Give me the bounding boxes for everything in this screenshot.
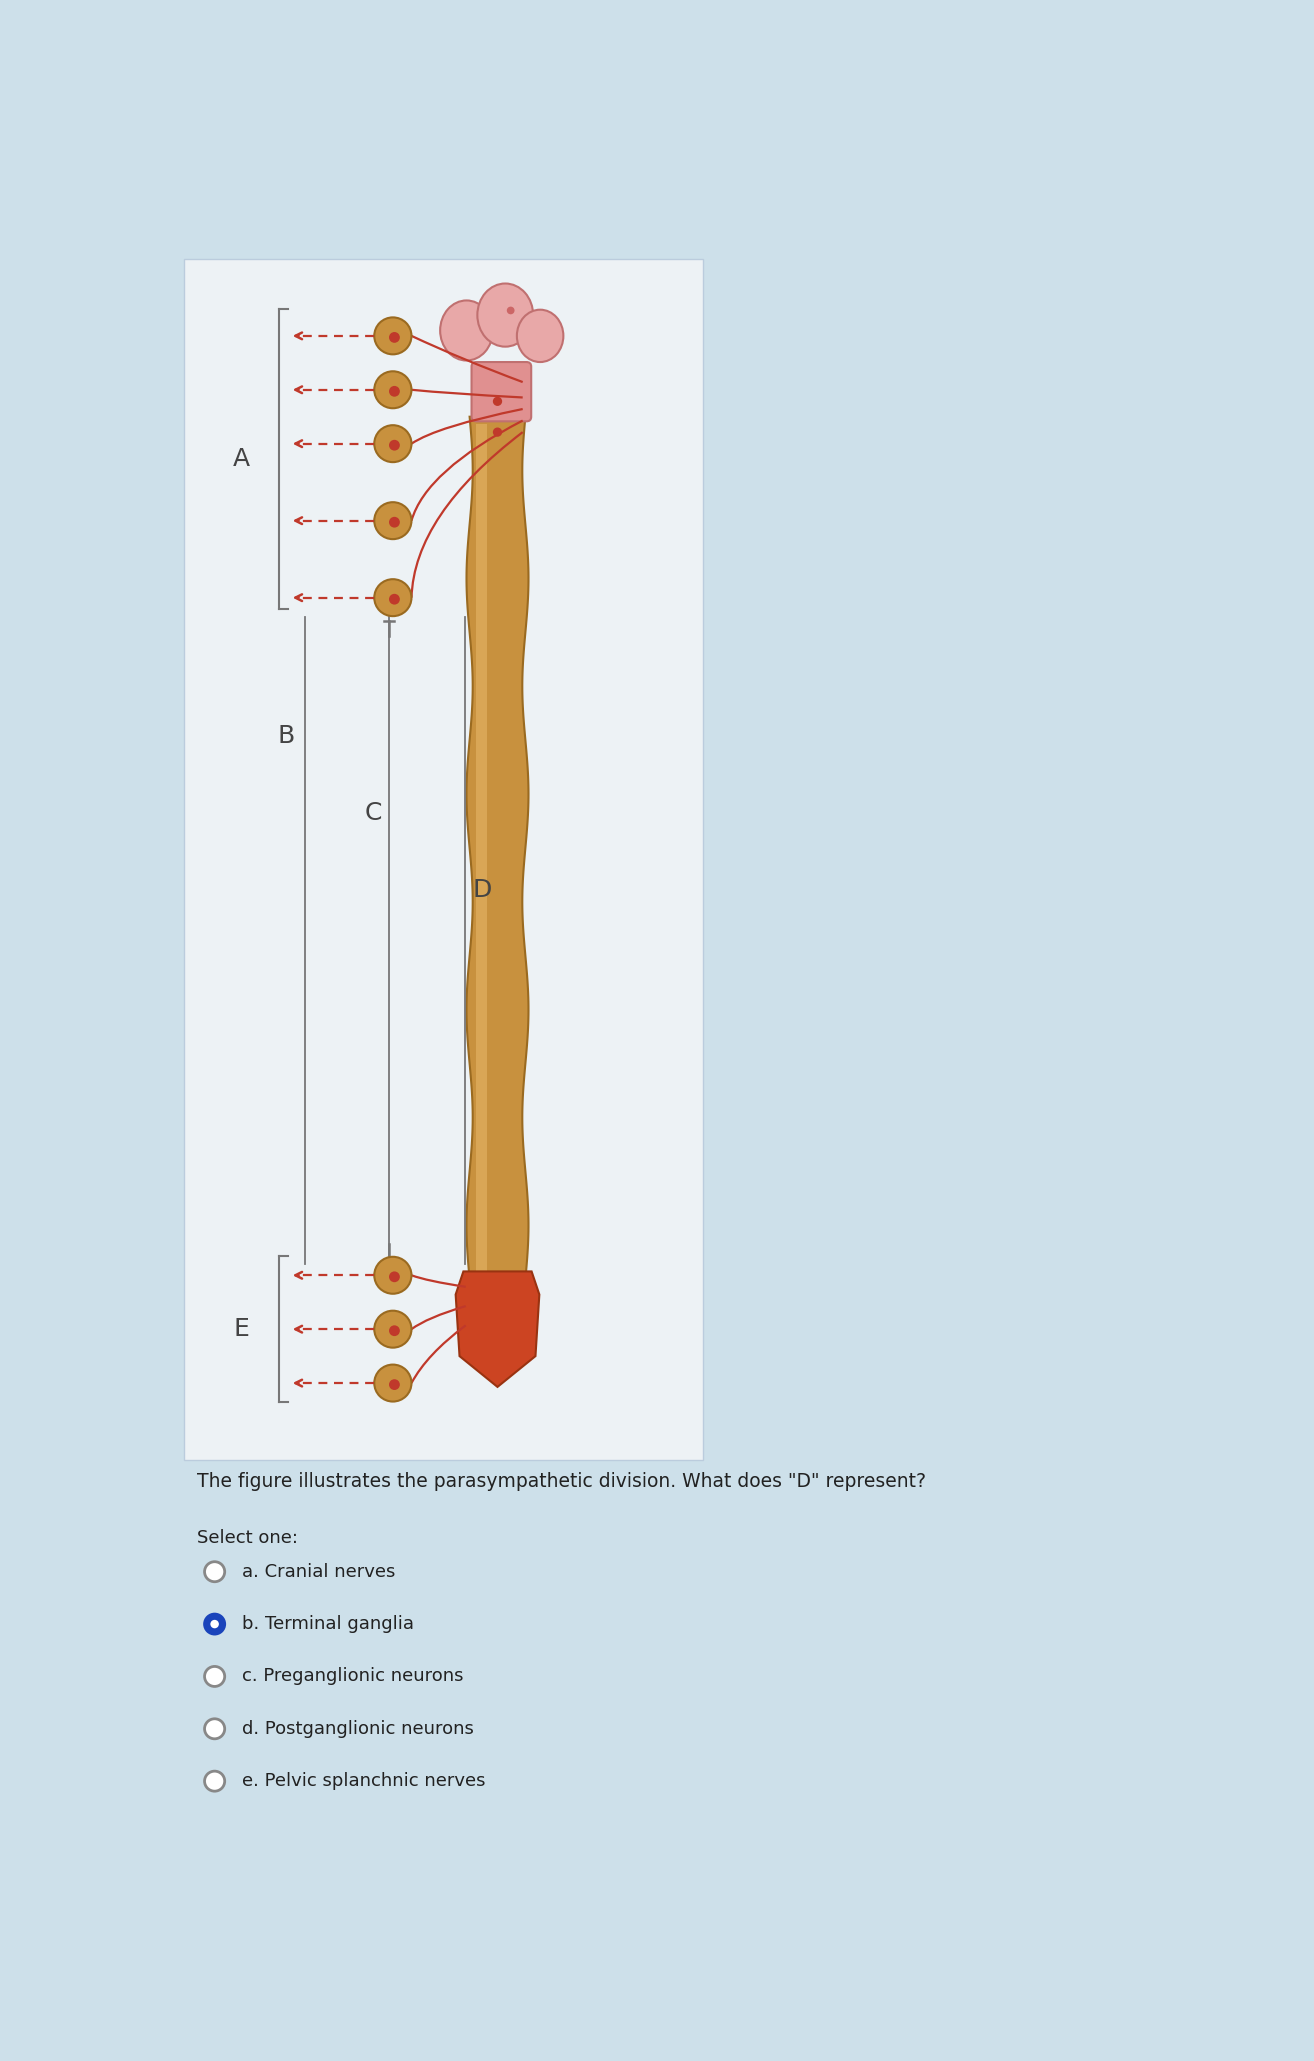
Circle shape — [389, 1379, 399, 1389]
Text: The figure illustrates the parasympathetic division. What does "D" represent?: The figure illustrates the parasympathet… — [197, 1472, 926, 1490]
Circle shape — [493, 396, 502, 406]
Text: b. Terminal ganglia: b. Terminal ganglia — [242, 1616, 414, 1632]
Circle shape — [374, 579, 411, 616]
Circle shape — [374, 1364, 411, 1401]
Text: B: B — [277, 723, 294, 748]
Circle shape — [205, 1770, 225, 1791]
Ellipse shape — [516, 309, 564, 363]
Text: c. Preganglionic neurons: c. Preganglionic neurons — [242, 1667, 464, 1686]
Circle shape — [374, 317, 411, 354]
Text: C: C — [365, 802, 382, 824]
Polygon shape — [476, 425, 486, 1272]
Circle shape — [389, 332, 399, 342]
FancyBboxPatch shape — [184, 260, 703, 1459]
Circle shape — [507, 307, 515, 315]
Circle shape — [374, 425, 411, 462]
Text: D: D — [472, 878, 491, 903]
Circle shape — [210, 1620, 219, 1628]
Circle shape — [389, 439, 399, 451]
Circle shape — [389, 594, 399, 604]
Text: A: A — [233, 447, 250, 472]
Circle shape — [389, 1272, 399, 1282]
Text: e. Pelvic splanchnic nerves: e. Pelvic splanchnic nerves — [242, 1772, 485, 1791]
Polygon shape — [456, 1272, 539, 1387]
Polygon shape — [466, 416, 528, 1280]
Text: d. Postganglionic neurons: d. Postganglionic neurons — [242, 1719, 473, 1737]
Circle shape — [389, 385, 399, 396]
Circle shape — [374, 503, 411, 540]
Ellipse shape — [440, 301, 493, 361]
Circle shape — [389, 517, 399, 528]
Circle shape — [374, 371, 411, 408]
Circle shape — [205, 1719, 225, 1739]
Ellipse shape — [477, 284, 533, 346]
Text: E: E — [234, 1317, 250, 1342]
Circle shape — [205, 1614, 225, 1634]
Circle shape — [374, 1311, 411, 1348]
Circle shape — [205, 1667, 225, 1686]
Text: Select one:: Select one: — [197, 1529, 298, 1548]
FancyBboxPatch shape — [472, 363, 531, 420]
Text: a. Cranial nerves: a. Cranial nerves — [242, 1562, 396, 1581]
Circle shape — [374, 1257, 411, 1294]
Circle shape — [493, 427, 502, 437]
Circle shape — [205, 1562, 225, 1581]
Circle shape — [389, 1325, 399, 1336]
